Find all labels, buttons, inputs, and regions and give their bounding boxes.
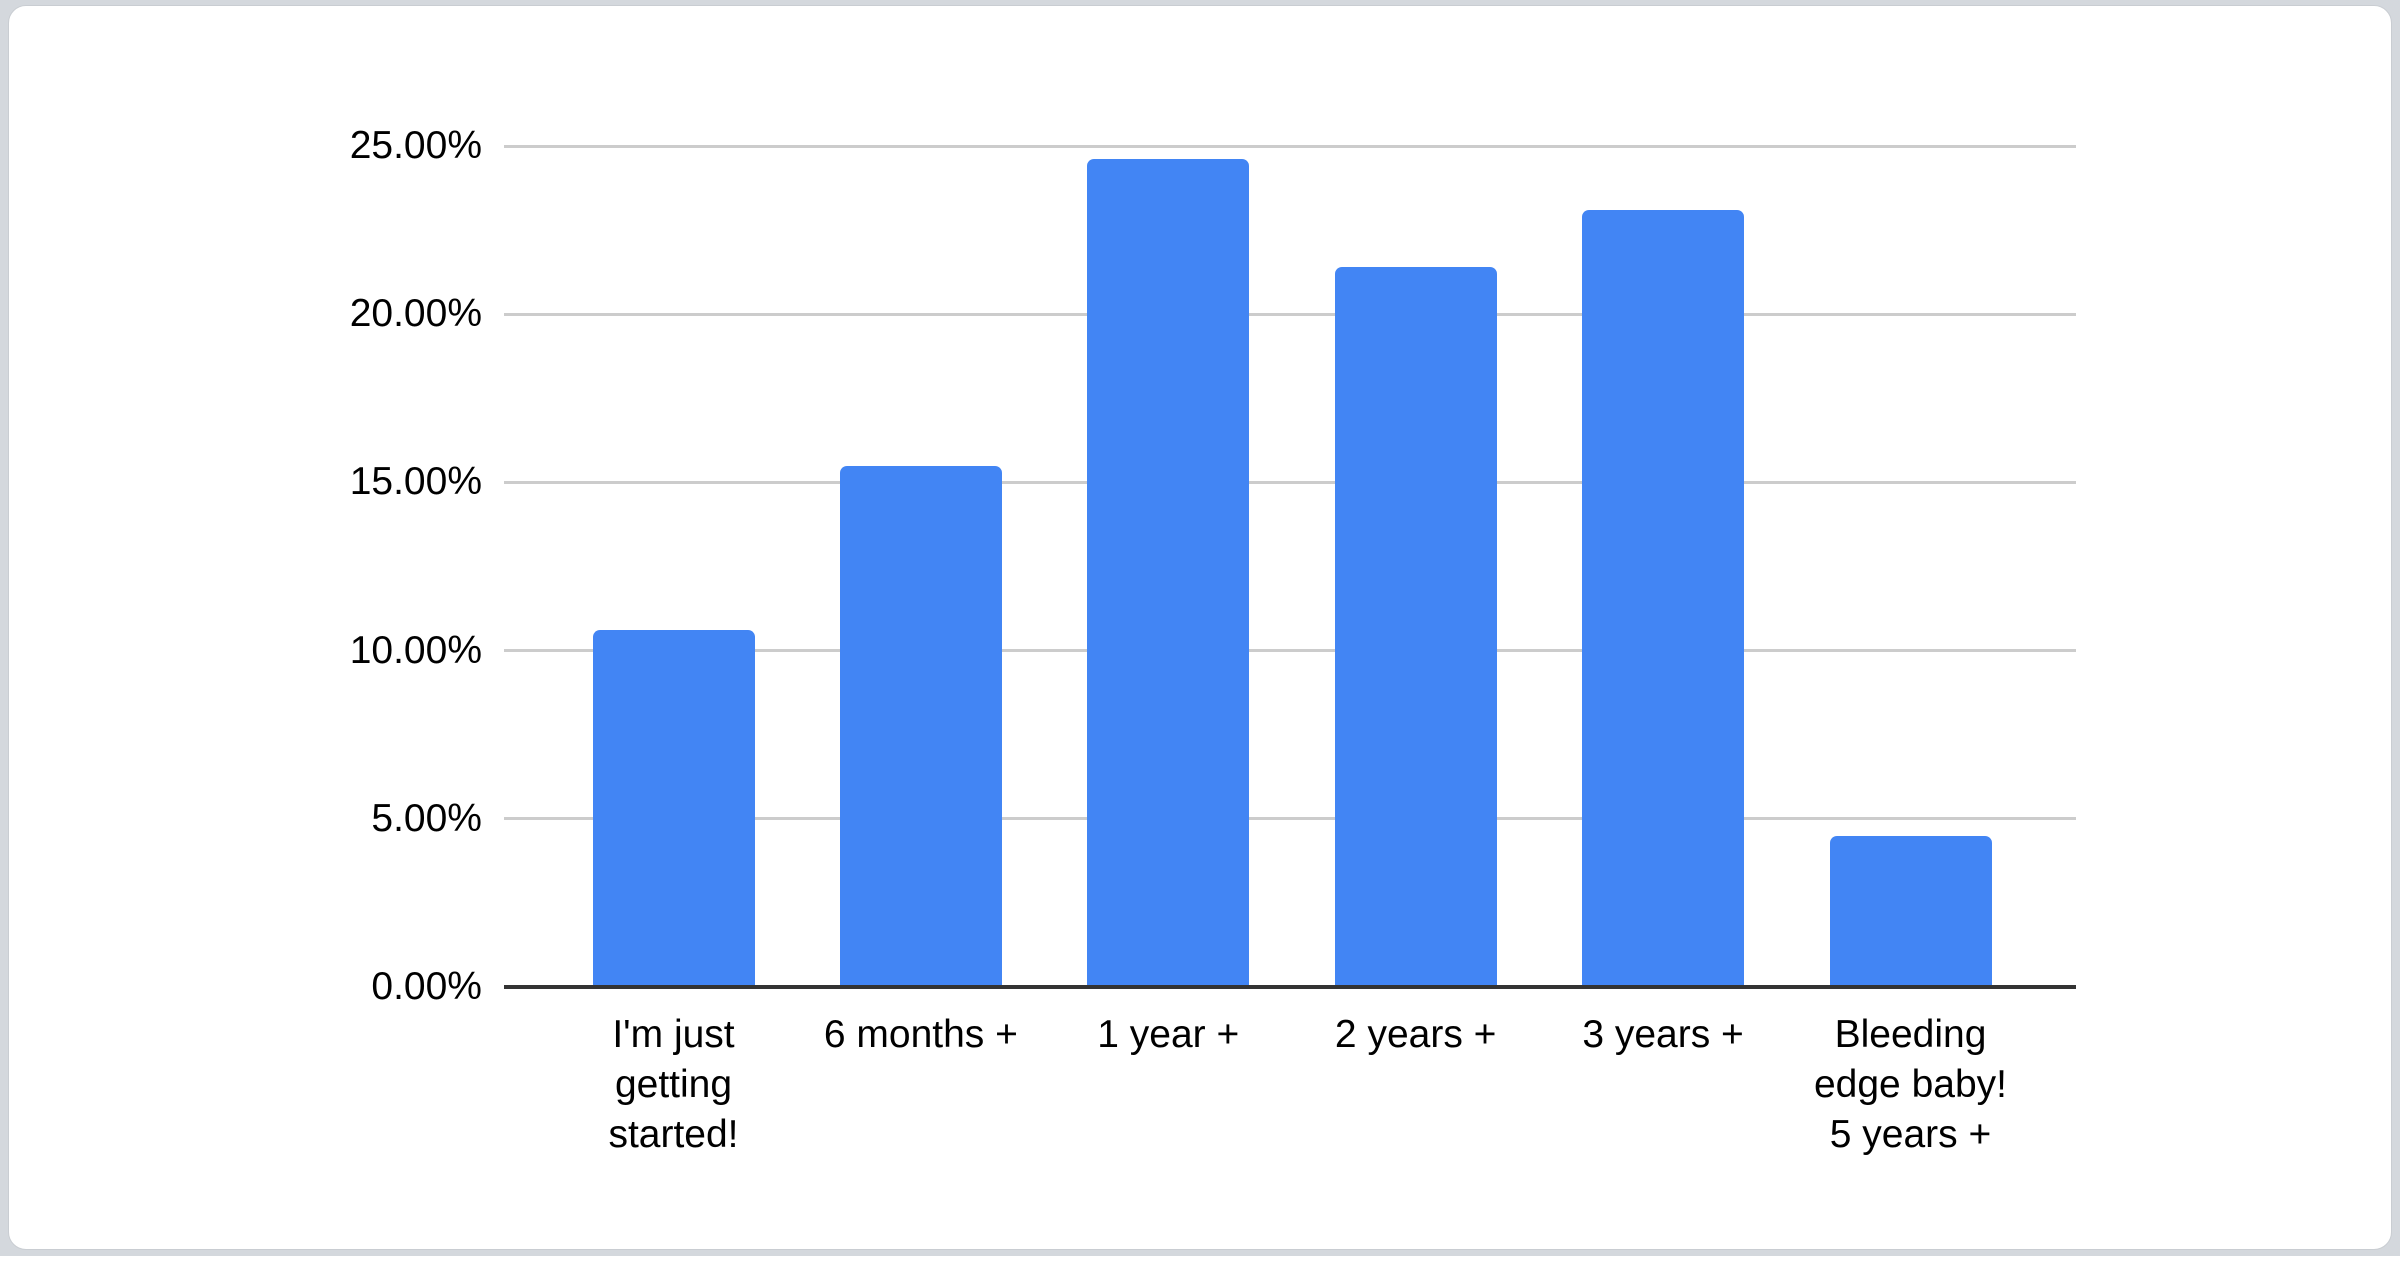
x-category-label: 3 years + <box>1582 1013 1744 1056</box>
x-category-label: I'm just getting started! <box>608 1013 739 1156</box>
x-axis-baseline <box>504 985 2076 989</box>
x-category-label: 6 months + <box>823 1013 1018 1056</box>
y-tick-label: 10.00% <box>349 628 482 672</box>
bar[interactable] <box>1582 209 1745 987</box>
bar[interactable] <box>839 465 1002 987</box>
bar[interactable] <box>1334 267 1497 987</box>
y-tick-label: 20.00% <box>349 292 482 336</box>
bar-chart: 0.00% 5.00% 10.00% 15.00% 20.00% 25.00% I'm j… <box>9 6 2400 1262</box>
gridline <box>504 817 2076 821</box>
x-category-label: Bleeding edge baby! 5 years + <box>1813 1013 2007 1156</box>
y-tick-label: 5.00% <box>371 796 482 840</box>
gridline <box>504 649 2076 653</box>
chart-card: 0.00% 5.00% 10.00% 15.00% 20.00% 25.00% I'm j… <box>8 5 2392 1250</box>
y-tick-label: 0.00% <box>371 965 482 1008</box>
bar[interactable] <box>592 630 755 987</box>
bar[interactable] <box>1087 159 1250 987</box>
gridline <box>504 312 2076 316</box>
bar[interactable] <box>1829 835 1992 987</box>
y-tick-label: 25.00% <box>349 124 482 167</box>
x-category-label: 2 years + <box>1334 1013 1497 1056</box>
x-category-label: 1 year + <box>1097 1013 1240 1056</box>
gridline <box>504 480 2076 484</box>
y-tick-label: 15.00% <box>349 460 482 504</box>
gridline <box>504 144 2076 148</box>
